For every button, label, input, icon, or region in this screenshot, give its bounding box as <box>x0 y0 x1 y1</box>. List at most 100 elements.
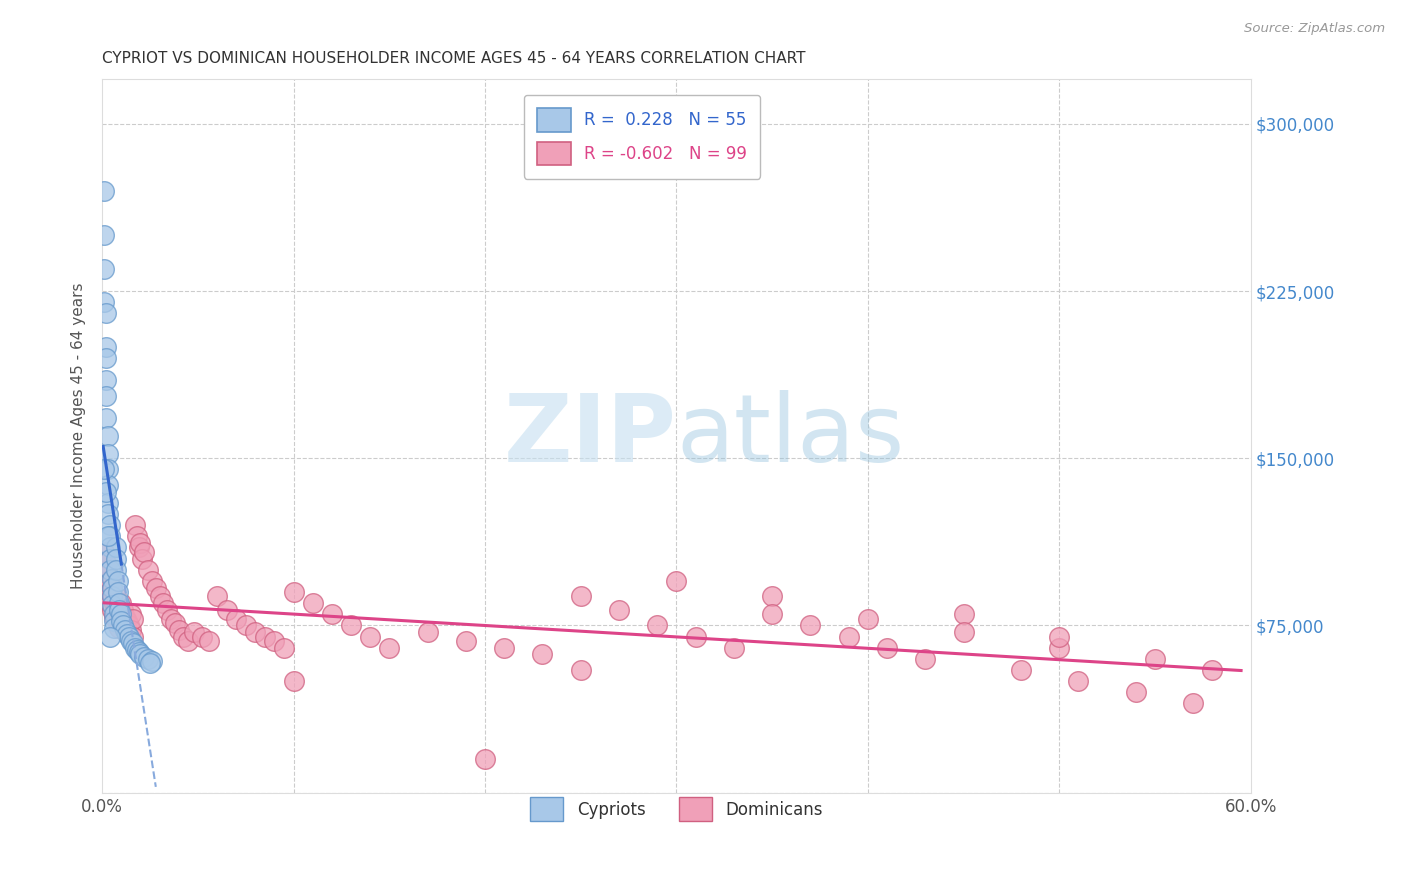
Point <box>97 462 120 476</box>
Point <box>167 623 190 637</box>
Point <box>273 640 295 655</box>
Point <box>97 429 120 443</box>
Point <box>101 581 124 595</box>
Point <box>761 607 783 622</box>
Point <box>685 630 707 644</box>
Point <box>93 563 115 577</box>
Point <box>107 574 129 588</box>
Point <box>645 618 668 632</box>
Point <box>139 657 162 671</box>
Point <box>235 618 257 632</box>
Point <box>129 536 152 550</box>
Point <box>94 351 117 365</box>
Point <box>107 585 129 599</box>
Point <box>607 603 630 617</box>
Point <box>1143 652 1166 666</box>
Point <box>115 627 138 641</box>
Point <box>149 590 172 604</box>
Point <box>145 581 167 595</box>
Point <box>94 556 117 570</box>
Point <box>94 389 117 403</box>
Point <box>94 306 117 320</box>
Point <box>103 621 125 635</box>
Point <box>569 663 592 677</box>
Point <box>160 612 183 626</box>
Point <box>799 618 821 632</box>
Point <box>120 623 142 637</box>
Point <box>301 596 323 610</box>
Point <box>97 581 120 595</box>
Text: Source: ZipAtlas.com: Source: ZipAtlas.com <box>1244 22 1385 36</box>
Point <box>98 563 121 577</box>
Point <box>98 596 121 610</box>
Point <box>131 551 153 566</box>
Point <box>205 590 228 604</box>
Point <box>104 541 127 555</box>
Point <box>112 618 135 632</box>
Point <box>94 574 117 588</box>
Point <box>101 590 124 604</box>
Point <box>856 612 879 626</box>
Point <box>129 648 152 662</box>
Point <box>118 630 141 644</box>
Point <box>1010 663 1032 677</box>
Point <box>531 648 554 662</box>
Point <box>115 614 138 628</box>
Point <box>245 625 267 640</box>
Point <box>494 640 516 655</box>
Point <box>128 541 150 555</box>
Point <box>914 652 936 666</box>
Text: ZIP: ZIP <box>503 390 676 482</box>
Point <box>94 340 117 354</box>
Point <box>112 616 135 631</box>
Point <box>103 609 125 624</box>
Point <box>263 634 285 648</box>
Point <box>94 484 117 499</box>
Point <box>101 590 124 604</box>
Point <box>98 541 121 555</box>
Point <box>121 636 143 650</box>
Point <box>98 574 121 588</box>
Point <box>101 572 124 586</box>
Point <box>104 563 127 577</box>
Point <box>108 621 131 635</box>
Point <box>101 603 124 617</box>
Point <box>321 607 343 622</box>
Point <box>569 590 592 604</box>
Point <box>1047 630 1070 644</box>
Point <box>1182 697 1205 711</box>
Point <box>136 652 159 666</box>
Point <box>108 603 131 617</box>
Point <box>723 640 745 655</box>
Point <box>107 603 129 617</box>
Point <box>93 295 115 310</box>
Point <box>104 590 127 604</box>
Point <box>98 551 121 566</box>
Point <box>112 603 135 617</box>
Point <box>378 640 401 655</box>
Point <box>108 596 131 610</box>
Point <box>340 618 363 632</box>
Point <box>110 612 132 626</box>
Point <box>98 518 121 533</box>
Point <box>104 600 127 615</box>
Point <box>104 612 127 626</box>
Point <box>253 630 276 644</box>
Point <box>114 609 136 624</box>
Point <box>134 649 156 664</box>
Point <box>97 529 120 543</box>
Point <box>98 585 121 599</box>
Point <box>152 596 174 610</box>
Point <box>107 616 129 631</box>
Point <box>474 752 496 766</box>
Point <box>101 581 124 595</box>
Point <box>110 614 132 628</box>
Point <box>124 518 146 533</box>
Point <box>156 603 179 617</box>
Point <box>97 447 120 461</box>
Point <box>120 607 142 622</box>
Point <box>1047 640 1070 655</box>
Point <box>141 654 163 668</box>
Point <box>136 563 159 577</box>
Point <box>103 607 125 622</box>
